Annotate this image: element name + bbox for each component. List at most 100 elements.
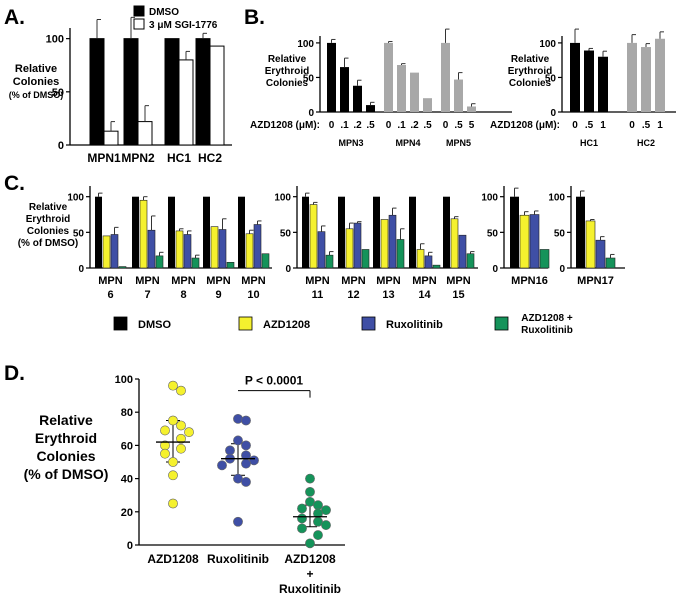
panel-b1-bar (340, 67, 349, 112)
panel-d-data-point (168, 470, 178, 481)
panel-c-bar (168, 196, 175, 268)
panel-c-sample-number: 9 (215, 289, 221, 301)
panel-c-bar (380, 219, 389, 269)
panel-c-y-label: (% of DMSO) (18, 238, 79, 249)
panel-d-y-tick-label: 80 (121, 407, 133, 419)
panel-d-data-point (321, 520, 331, 530)
panel-c-legend-label: Ruxolitinib (386, 319, 443, 331)
panel-c-bar (510, 196, 519, 268)
panel-d-data-point (160, 425, 170, 436)
panel-c-bar (191, 257, 200, 269)
panel-b2-dose-label: 1 (657, 120, 663, 131)
panel-b1-group-label: MPN3 (338, 138, 363, 148)
panel-a-bar (137, 121, 153, 146)
panel-b2-y-tick-label: 0 (550, 108, 556, 119)
panel-a-bar (89, 38, 105, 146)
panel-c-bar (424, 255, 433, 269)
panel-c-bar (183, 234, 192, 269)
panel-d-data-point (160, 448, 170, 459)
panel-d-data-point (233, 413, 243, 424)
panel-c-block-3-y-tick-label: 50 (487, 228, 499, 239)
panel-d-data-point (297, 503, 307, 514)
panel-c-sample-number: 8 (180, 289, 186, 301)
panel-d-data-point (297, 523, 307, 534)
panel-d-chart: 0 20 40 60 80 100 Relative Erythroid Colonies (% … (24, 374, 345, 596)
panel-c-sample-label: MPN (412, 275, 437, 287)
panel-c-legend-swatch (494, 316, 509, 331)
panel-d-data-point (176, 443, 186, 454)
panel-c-bar (238, 196, 245, 268)
panel-a-bar (123, 38, 139, 146)
panel-b1-bar (327, 42, 336, 113)
panel-c-bar (585, 220, 596, 269)
panel-c-sample-label: MPN (446, 275, 471, 287)
panel-d-data-point (225, 445, 235, 456)
panel-c-bar (245, 233, 254, 269)
panel-label-b: B. (244, 6, 265, 29)
panel-d-y-tick-label: 20 (121, 507, 133, 519)
panel-a-category-label: HC1 (167, 151, 191, 165)
panel-b1-bar (454, 79, 463, 112)
panel-c-sample-number: 11 (312, 289, 324, 301)
panel-d-data-point (241, 440, 251, 451)
panel-c-bar (345, 228, 354, 269)
panel-c-bar (605, 257, 616, 269)
panel-c-sample-label: MPN17 (577, 275, 614, 287)
panel-c-bar (218, 229, 227, 269)
panel-c-bar (361, 249, 370, 269)
panel-c-sample-number: 13 (382, 289, 394, 301)
panel-c-sample-number: 15 (452, 289, 464, 301)
panel-c-block-3-y-tick-label: 0 (492, 264, 498, 275)
panel-c-y-label: Relative (29, 202, 68, 213)
panel-c-bar (95, 196, 102, 268)
panel-a-y-label: Relative (15, 63, 57, 75)
panel-a-y-label: (% of DMSO) (9, 90, 64, 100)
panel-c-sample-label: MPN (305, 275, 330, 287)
panel-c-bar (519, 214, 530, 269)
panel-c-bar (261, 253, 270, 269)
panel-c-bar (302, 196, 309, 268)
panel-b2-dose-label: 0 (572, 120, 578, 131)
panel-b1-bar (384, 42, 393, 113)
panel-b1-dose-label: .1 (340, 120, 349, 131)
panel-c-bar (155, 255, 164, 269)
panel-d-data-point (168, 457, 178, 467)
panel-d-y-label: Relative (39, 412, 93, 428)
panel-b1-group-label: MPN4 (395, 138, 420, 148)
panel-d-data-point (305, 473, 315, 484)
panel-a-category-label: MPN2 (121, 151, 155, 165)
panel-a-y-tick-label: 100 (46, 34, 64, 46)
panel-c-y-label: Erythroid (26, 214, 70, 225)
panel-d-group-label: Ruxolitinib (207, 552, 269, 566)
panel-b1-y-label: Relative (268, 54, 307, 65)
panel-c-sample-label: MPN (241, 275, 266, 287)
panel-b1-dose-label: .5 (423, 120, 432, 131)
panel-b1-bar (423, 98, 432, 112)
panel-b1-dose-label: 0 (443, 120, 449, 131)
panel-c-sample-label: MPN (341, 275, 366, 287)
panel-d-data-point (297, 513, 307, 524)
panel-d-data-point (176, 433, 186, 444)
panel-d-data-point (241, 458, 251, 469)
panel-b2-bar (570, 42, 580, 113)
panel-c-bar (388, 214, 397, 269)
panel-c-bar (576, 196, 585, 268)
panel-c-sample-number: 6 (107, 289, 113, 301)
panel-b1-dose-label: .2 (353, 120, 362, 131)
panel-c-bar (458, 234, 467, 269)
panel-c-bar (253, 224, 262, 269)
panel-d-y-tick-label: 0 (127, 540, 133, 552)
panel-a-legend-swatch-sgi (133, 18, 145, 30)
panel-c-bar (147, 229, 156, 269)
panel-b1-y-label: Erythroid (265, 66, 309, 77)
panel-d-data-point (168, 498, 178, 509)
panel-b2-bar (655, 38, 665, 112)
panel-c-bar (325, 254, 334, 269)
panel-a-legend-swatch-dmso (133, 5, 145, 17)
panel-c-block-1-y-tick-label: 50 (73, 228, 85, 239)
panel-d-y-label: Colonies (36, 448, 95, 464)
